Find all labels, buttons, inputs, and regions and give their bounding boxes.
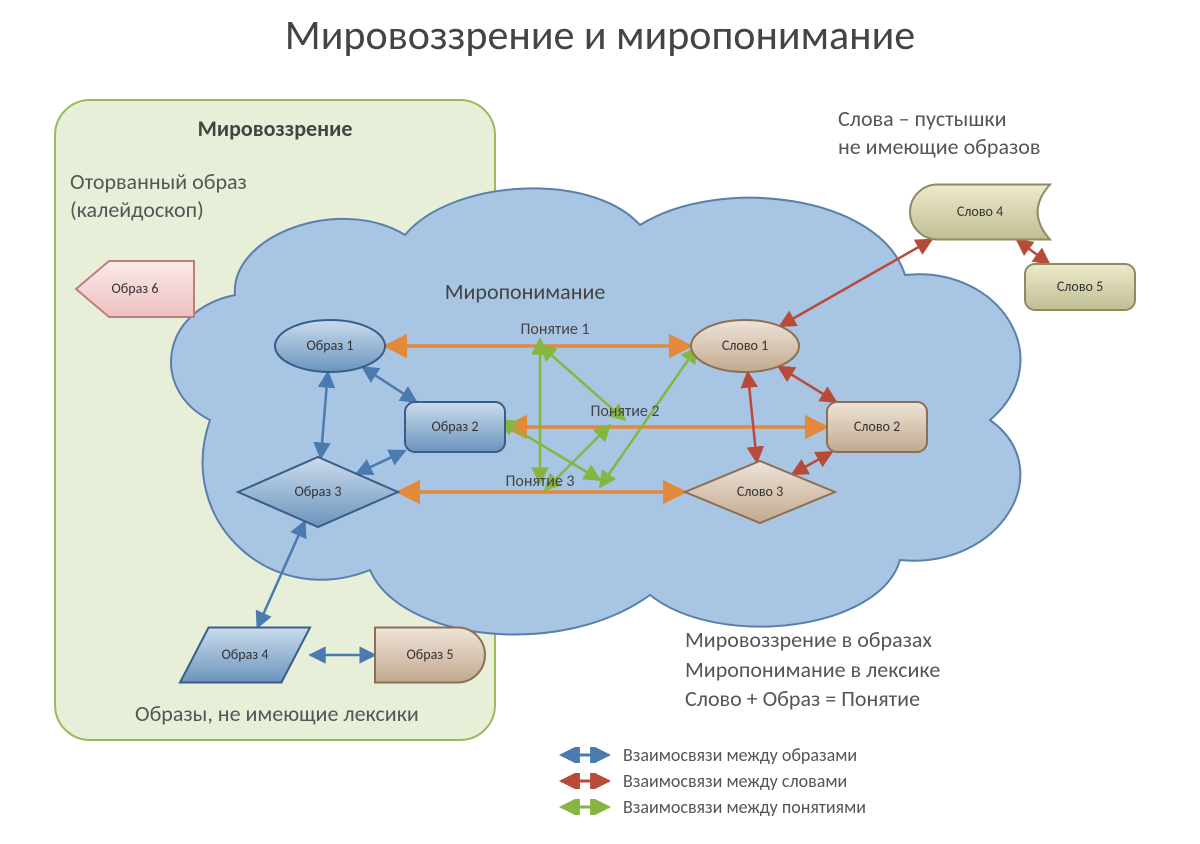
legend-row-blue: Взаимосвязи между образами bbox=[555, 742, 866, 768]
concept-2-label: Понятие 2 bbox=[560, 402, 690, 421]
edge bbox=[1017, 240, 1050, 265]
node-obraz1 bbox=[275, 320, 385, 372]
node-slovo1 bbox=[691, 320, 799, 372]
worldview-label: Мировоззрение bbox=[150, 115, 400, 142]
node-slovo4 bbox=[910, 185, 1050, 240]
detached-annotation: Оторванный образ(калейдоскоп) bbox=[70, 168, 247, 223]
legend-red-text: Взаимосвязи между словами bbox=[623, 770, 847, 792]
node-slovo5 bbox=[1025, 264, 1135, 310]
node-obraz5 bbox=[375, 628, 485, 683]
node-obraz2 bbox=[405, 402, 505, 452]
concept-1-label: Понятие 1 bbox=[490, 320, 620, 339]
diagram-stage: Мировоззрение и миропонимание bbox=[0, 0, 1200, 844]
concept-3-label: Понятие 3 bbox=[475, 472, 605, 491]
legend-green-text: Взаимосвязи между понятиями bbox=[623, 796, 866, 818]
legend: Взаимосвязи между образами Взаимосвязи м… bbox=[555, 742, 866, 820]
summary-annotation: Мировоззрение в образахМиропонимание в л… bbox=[685, 625, 940, 714]
legend-blue-text: Взаимосвязи между образами bbox=[623, 744, 857, 766]
legend-row-green: Взаимосвязи между понятиями bbox=[555, 794, 866, 820]
legend-row-red: Взаимосвязи между словами bbox=[555, 768, 866, 794]
empty-words-annotation: Слова – пустышкине имеющие образов bbox=[838, 105, 1040, 160]
node-slovo2 bbox=[827, 402, 927, 452]
understanding-label: Миропонимание bbox=[400, 278, 650, 305]
no-lexicon-annotation: Образы, не имеющие лексики bbox=[135, 700, 419, 728]
